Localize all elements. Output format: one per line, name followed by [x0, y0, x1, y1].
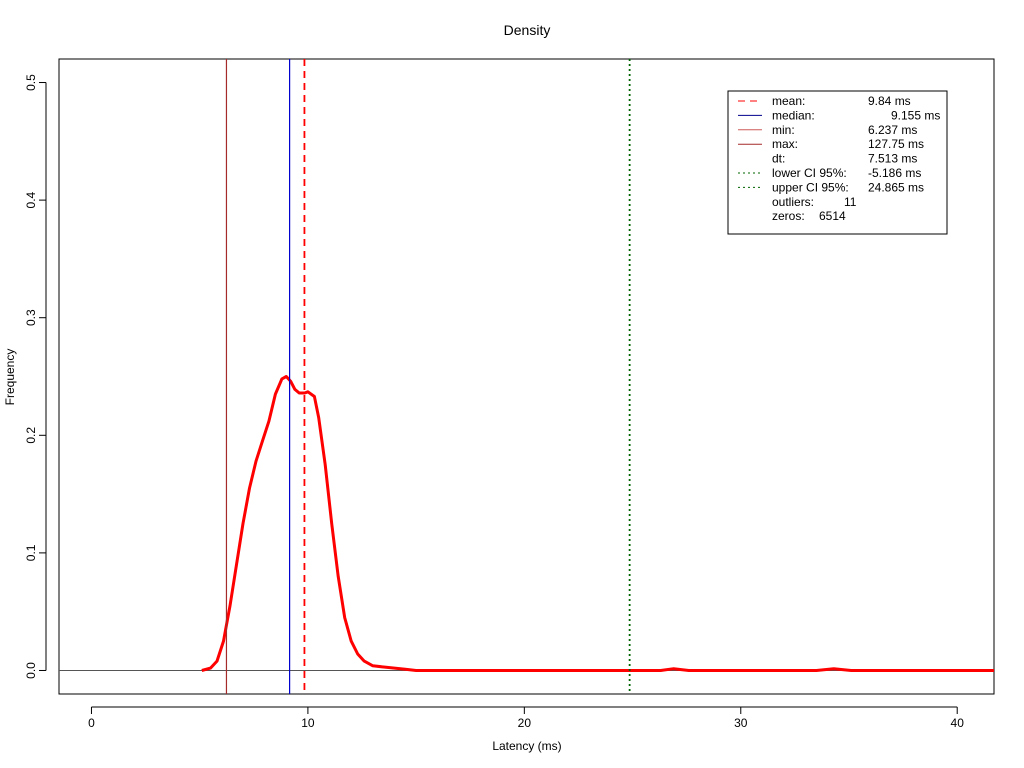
legend-value: 11 [844, 195, 857, 209]
axes: 0 10 20 30 40 0.0 0.1 0.2 0.3 0.4 0.5 [24, 74, 964, 730]
legend-label: zeros: [772, 209, 805, 223]
legend-value: -5.186 ms [868, 166, 921, 180]
legend-label: upper CI 95%: [772, 180, 849, 194]
legend-value: 6514 [819, 209, 846, 223]
legend-label: lower CI 95%: [772, 166, 847, 180]
chart-marks [59, 59, 994, 694]
x-tick-label: 40 [951, 716, 965, 730]
legend-label: min: [772, 123, 795, 137]
x-tick-label: 10 [301, 716, 315, 730]
legend-value: 7.513 ms [868, 152, 917, 166]
y-tick-label: 0.0 [24, 662, 38, 679]
legend-label: dt: [772, 152, 785, 166]
x-axis-label: Latency (ms) [492, 739, 561, 753]
y-tick-label: 0.1 [24, 544, 38, 561]
legend-value: 127.75 ms [868, 137, 924, 151]
legend: mean: 9.84 ms median: 9.155 ms min: 6.237 ms m… [727, 90, 948, 235]
legend-label: outliers: [772, 195, 814, 209]
plot-frame [58, 58, 995, 695]
x-tick-label: 20 [518, 716, 532, 730]
density-curve [201, 375, 994, 672]
legend-value: 9.155 ms [891, 108, 940, 122]
legend-value: 24.865 ms [868, 180, 924, 194]
y-tick-label: 0.4 [24, 191, 38, 208]
chart-title: Density [504, 22, 551, 38]
y-tick-label: 0.3 [24, 309, 38, 326]
y-tick-label: 0.5 [24, 74, 38, 91]
x-tick-label: 0 [88, 716, 95, 730]
y-tick-label: 0.2 [24, 427, 38, 444]
legend-value: 9.84 ms [868, 94, 911, 108]
legend-value: 6.237 ms [868, 123, 917, 137]
legend-label: mean: [772, 94, 805, 108]
y-axis-label: Frequency [3, 349, 17, 406]
legend-label: median: [772, 108, 815, 122]
x-tick-label: 30 [734, 716, 748, 730]
legend-label: max: [772, 137, 798, 151]
legend-box [727, 90, 948, 235]
